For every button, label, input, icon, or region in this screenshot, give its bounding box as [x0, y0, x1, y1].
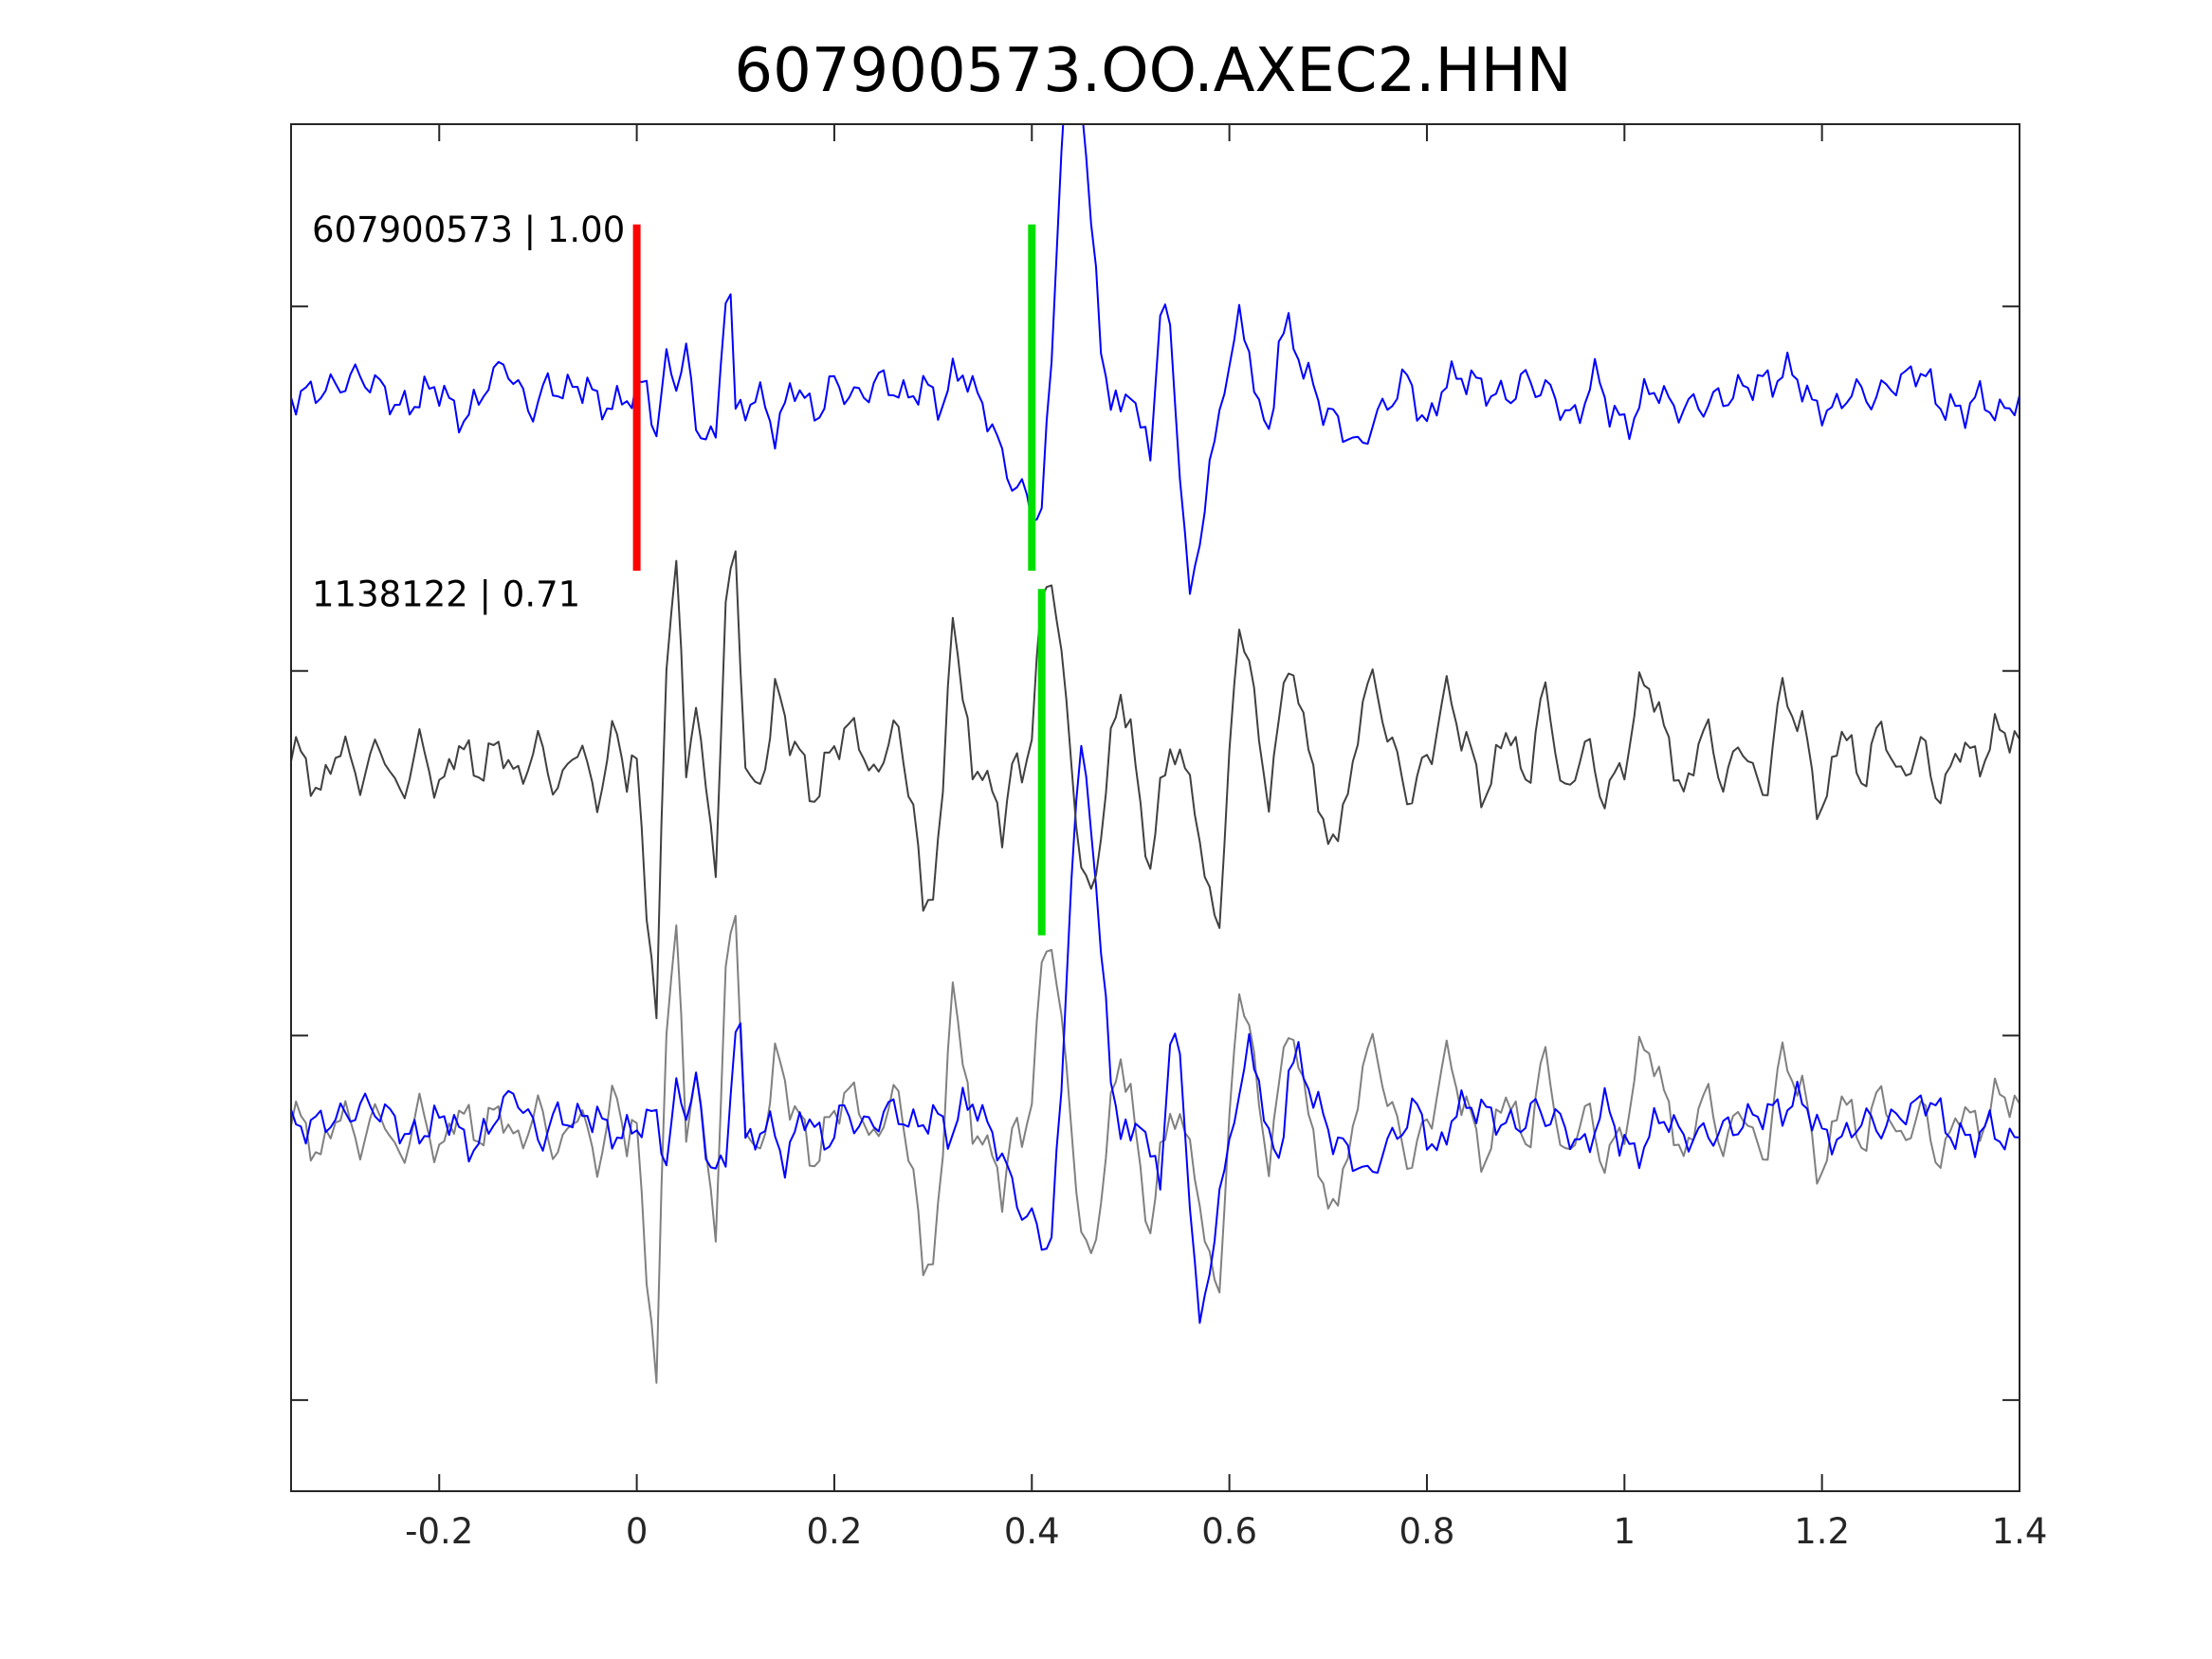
plot-area [291, 124, 2020, 1384]
x-tick-label: -0.2 [405, 1511, 473, 1552]
x-tick-label: 0.2 [807, 1511, 863, 1552]
x-tick-label: 0 [626, 1511, 649, 1552]
x-tick-label: 0.8 [1399, 1511, 1455, 1552]
x-tick-label: 1 [1614, 1511, 1636, 1552]
waveform-line-0 [291, 124, 2020, 595]
waveform-line-3 [291, 744, 2020, 1324]
x-tick-label: 1.4 [1992, 1511, 2048, 1552]
trace-label-0: 607900573 | 1.00 [312, 210, 625, 250]
waveform-line-2 [291, 915, 2020, 1384]
trace-label-1: 1138122 | 0.71 [312, 574, 580, 615]
axes-box [290, 123, 2020, 1492]
x-tick-label: 1.2 [1794, 1511, 1850, 1552]
waveform-line-1 [291, 550, 2020, 1020]
chart-title: 607900573.OO.AXEC2.HHN [734, 36, 1571, 106]
x-tick-label: 0.4 [1004, 1511, 1060, 1552]
x-tick-label: 0.6 [1201, 1511, 1257, 1552]
axes: 607900573 | 1.00 1138122 | 0.71 -0.2 0 0.2 0.… [290, 123, 2048, 1552]
